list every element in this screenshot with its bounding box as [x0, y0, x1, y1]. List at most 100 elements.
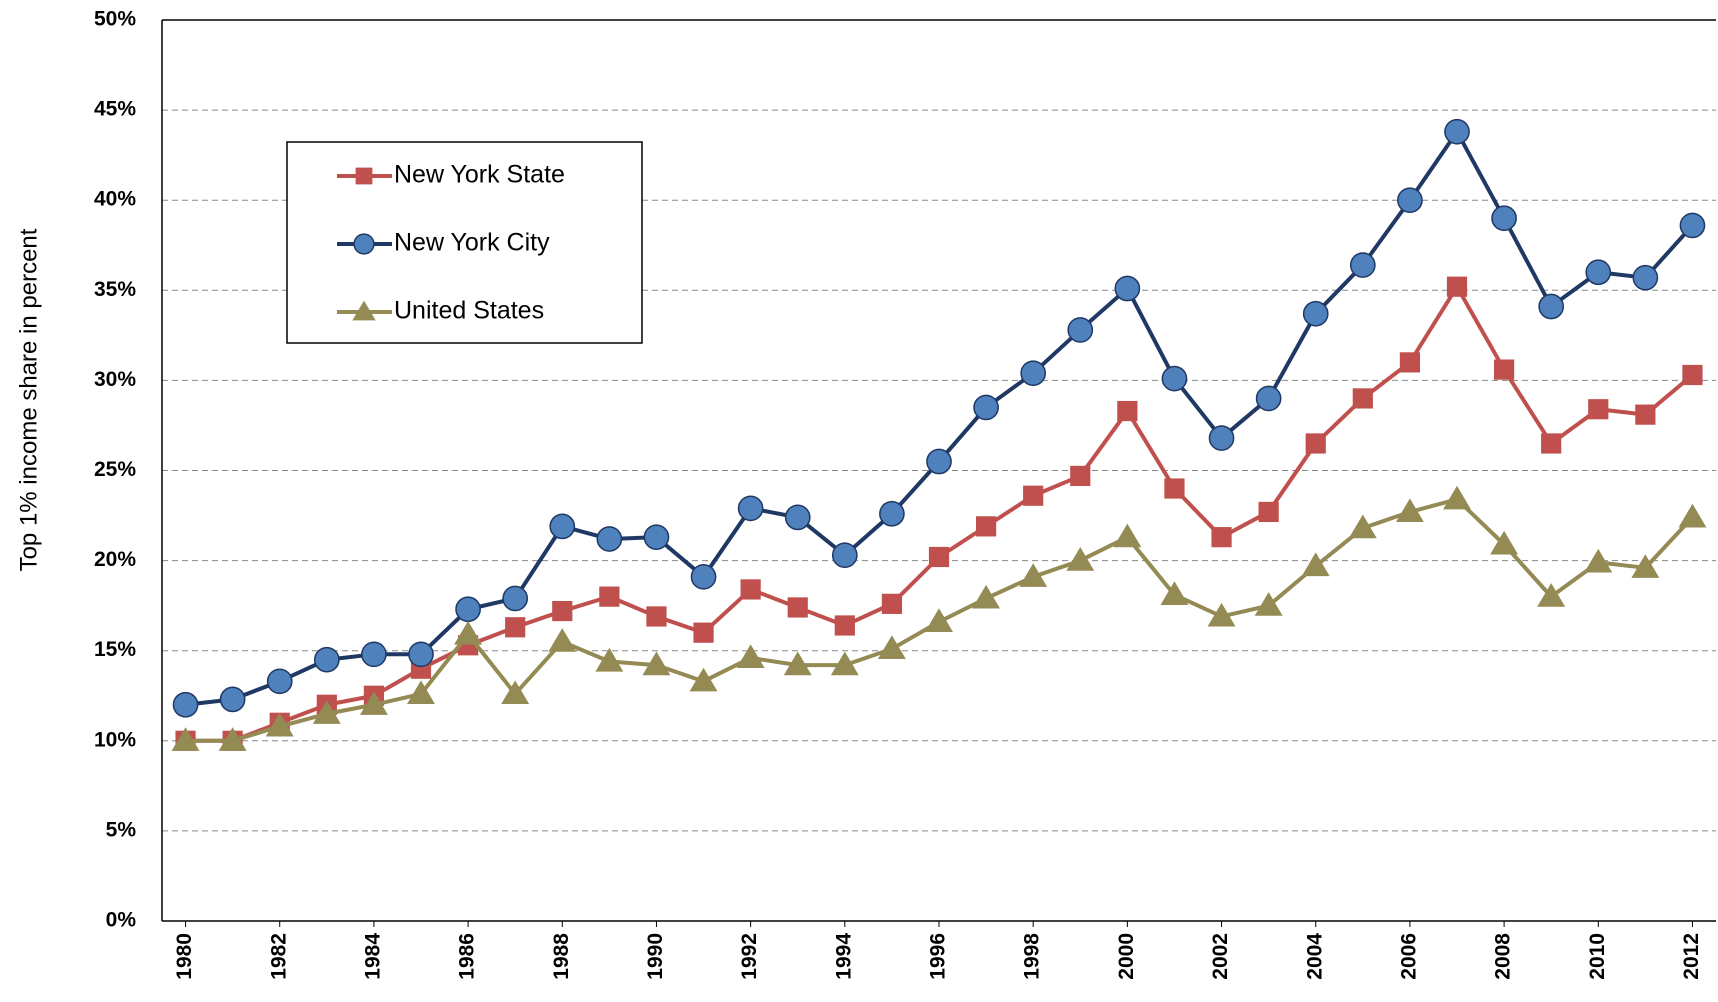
y-tick-label: 50%	[94, 8, 136, 31]
marker	[1682, 364, 1703, 386]
marker	[1070, 465, 1091, 487]
marker	[925, 608, 953, 632]
x-tick-label: 2000	[1115, 933, 1138, 980]
marker	[877, 635, 906, 659]
marker	[1493, 359, 1515, 380]
marker	[1443, 485, 1471, 510]
marker	[1584, 548, 1613, 573]
marker	[1635, 404, 1656, 425]
y-tick-label: 10%	[94, 728, 136, 751]
marker	[171, 727, 200, 751]
marker	[355, 167, 373, 185]
marker	[1348, 514, 1377, 539]
marker	[926, 448, 952, 475]
y-tick-label: 45%	[94, 98, 136, 121]
marker	[834, 615, 855, 636]
marker	[505, 617, 526, 638]
marker	[1538, 293, 1565, 320]
marker	[737, 495, 764, 522]
y-tick-label: 30%	[94, 368, 136, 391]
legend-label: New York City	[394, 229, 550, 257]
x-tick-label: 1988	[550, 933, 573, 980]
marker	[928, 546, 950, 568]
marker	[783, 651, 812, 676]
marker	[1537, 583, 1566, 607]
marker	[552, 600, 573, 622]
marker	[881, 593, 903, 614]
y-tick-label: 5%	[106, 818, 137, 841]
marker	[1164, 478, 1185, 499]
marker	[1066, 547, 1095, 571]
marker	[502, 585, 529, 612]
x-tick-label: 1992	[738, 933, 761, 980]
marker	[1352, 388, 1373, 409]
marker	[690, 563, 717, 590]
marker	[784, 504, 811, 531]
y-tick-label: 20%	[94, 548, 136, 571]
marker	[1160, 581, 1189, 605]
marker	[1349, 252, 1376, 278]
marker	[1541, 433, 1562, 454]
marker	[1678, 503, 1707, 528]
marker	[646, 606, 667, 627]
marker	[642, 651, 671, 676]
legend-label: New York State	[394, 161, 565, 189]
series	[171, 485, 1707, 751]
marker	[408, 641, 434, 668]
marker	[1585, 259, 1612, 286]
marker	[1446, 276, 1468, 297]
marker	[454, 620, 483, 645]
marker	[1254, 592, 1283, 616]
marker	[1019, 563, 1048, 587]
marker	[973, 394, 999, 421]
marker	[501, 680, 530, 705]
marker	[1258, 501, 1279, 523]
marker	[1679, 212, 1706, 239]
marker	[975, 516, 997, 537]
y-tick-label: 0%	[106, 909, 137, 932]
marker	[1207, 602, 1236, 627]
marker	[353, 233, 375, 255]
marker	[693, 622, 714, 643]
marker	[1490, 530, 1519, 555]
marker	[265, 712, 294, 737]
marker	[312, 700, 341, 724]
marker	[359, 691, 388, 715]
marker	[313, 646, 340, 673]
marker	[1113, 523, 1142, 548]
y-axis-label: Top 1% income share in percent	[15, 228, 42, 571]
marker	[1255, 385, 1282, 412]
x-tick-label: 2012	[1680, 933, 1703, 980]
marker	[455, 596, 481, 623]
marker	[595, 647, 624, 672]
y-tick-label: 25%	[94, 458, 136, 481]
marker	[1397, 187, 1423, 214]
marker	[972, 584, 1001, 609]
marker	[1395, 498, 1424, 523]
marker	[1301, 552, 1330, 577]
marker	[1114, 275, 1141, 302]
series	[172, 118, 1706, 718]
marker	[1491, 205, 1517, 232]
x-tick-label: 1982	[267, 933, 290, 980]
x-tick-label: 1998	[1021, 933, 1044, 980]
marker	[1302, 300, 1329, 327]
x-tick-label: 2010	[1586, 933, 1609, 980]
y-tick-label: 15%	[94, 638, 136, 661]
marker	[1588, 399, 1609, 420]
x-tick-label: 2004	[1303, 933, 1326, 980]
x-tick-label: 2002	[1209, 933, 1232, 980]
marker	[689, 667, 718, 692]
marker	[1631, 554, 1660, 578]
marker	[1632, 264, 1659, 291]
marker	[596, 526, 623, 552]
marker	[172, 691, 199, 718]
marker	[599, 586, 620, 607]
marker	[1117, 400, 1138, 422]
marker	[1020, 360, 1047, 387]
x-tick-label: 1984	[361, 933, 384, 980]
marker	[352, 300, 376, 321]
x-tick-label: 2006	[1397, 933, 1420, 980]
marker	[548, 628, 577, 652]
